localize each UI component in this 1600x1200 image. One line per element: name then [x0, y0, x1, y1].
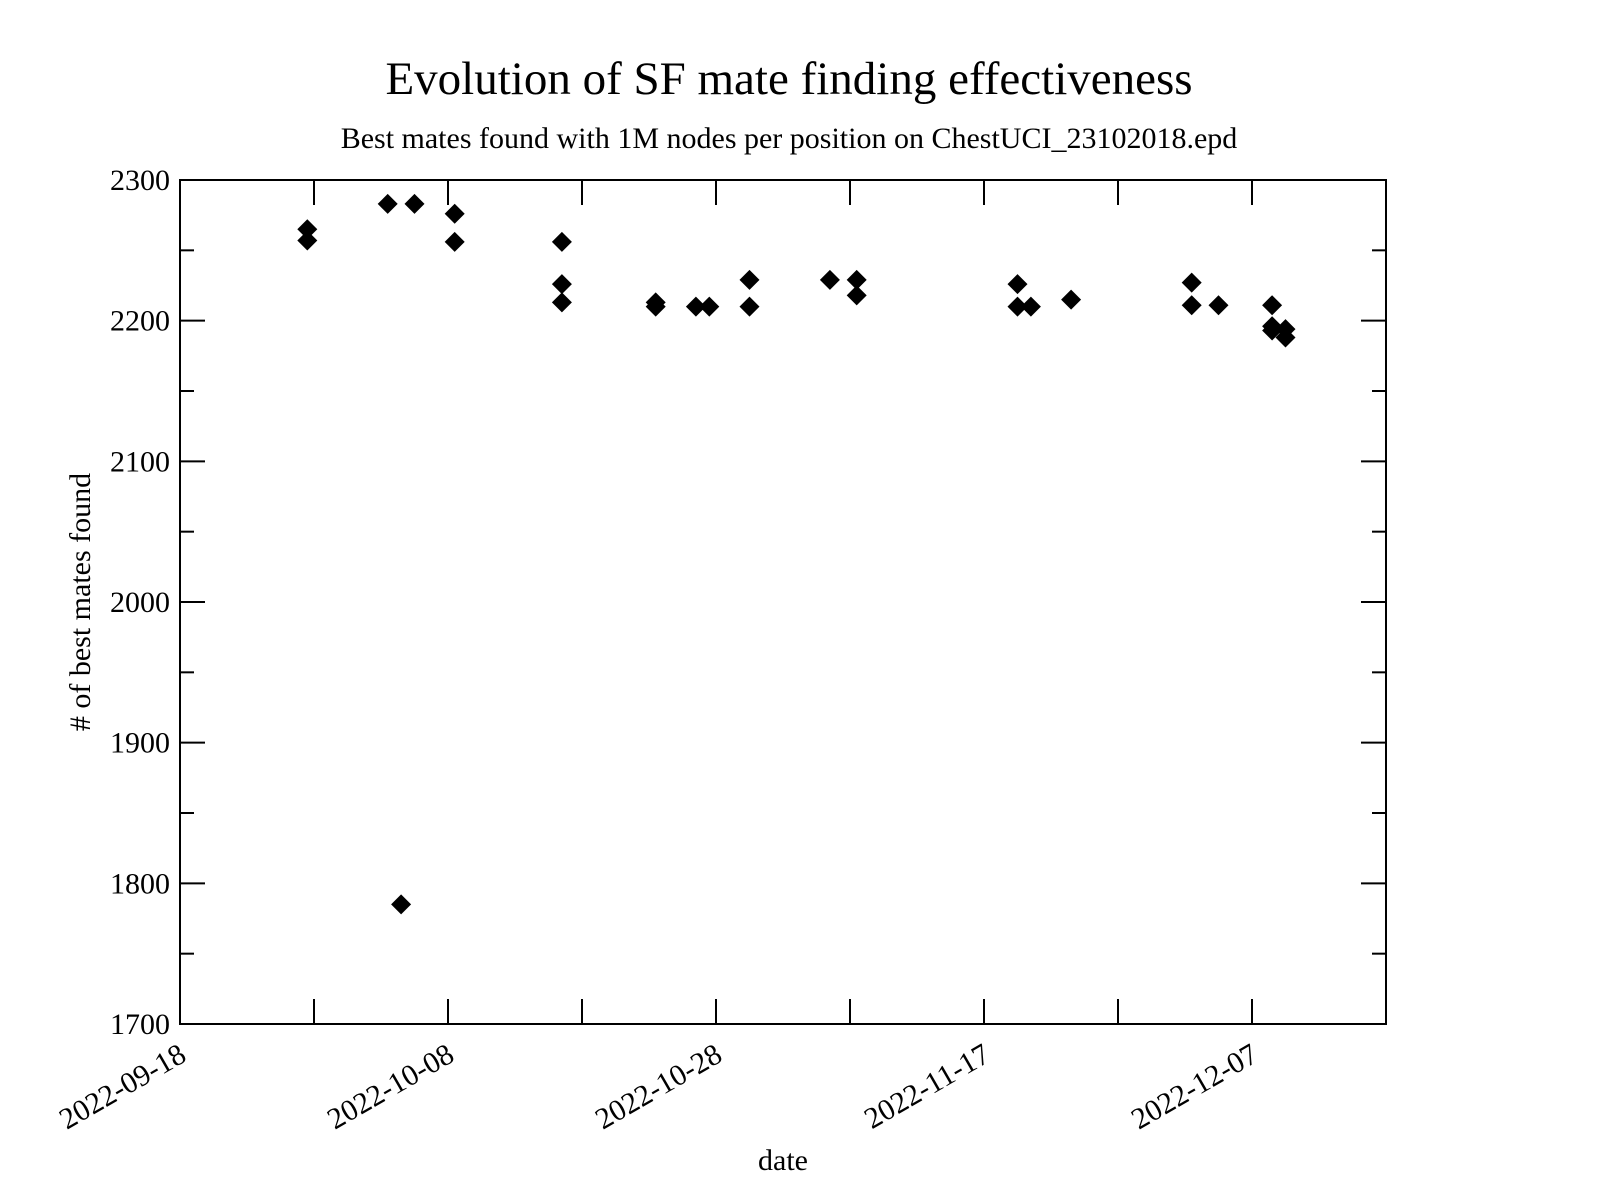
data-point [1275, 327, 1296, 348]
data-point [846, 285, 867, 306]
y-tick-label: 1900 [110, 727, 170, 760]
x-tick-label: 2022-10-08 [322, 1037, 460, 1136]
data-point [551, 231, 572, 252]
data-point [551, 274, 572, 295]
data-point [685, 296, 706, 317]
data-points [297, 193, 1296, 915]
x-tick-label: 2022-12-07 [1126, 1037, 1264, 1136]
data-point [444, 231, 465, 252]
data-point [1020, 296, 1041, 317]
chart-subtitle: Best mates found with 1M nodes per posit… [340, 122, 1238, 155]
data-point [297, 219, 318, 240]
data-point [1007, 274, 1028, 295]
axis-ticks [179, 179, 1386, 1025]
x-tick-label: 2022-10-28 [590, 1037, 728, 1136]
data-point [739, 269, 760, 290]
data-point [391, 894, 412, 915]
y-tick-label: 1700 [110, 1008, 170, 1041]
x-axis-label: date [758, 1144, 808, 1177]
y-tick-label: 2100 [110, 445, 170, 478]
x-tick-label: 2022-11-17 [859, 1037, 996, 1135]
data-point [297, 230, 318, 251]
data-point [699, 296, 720, 317]
data-point [444, 203, 465, 224]
data-point [1262, 295, 1283, 316]
x-tick-label: 2022-09-18 [54, 1037, 192, 1136]
data-point [377, 193, 398, 214]
x-tick-labels: 2022-09-18 2022-10-08 2022-10-28 2022-11-17… [54, 1037, 1264, 1136]
y-tick-label: 2200 [110, 305, 170, 338]
data-point [1208, 295, 1229, 316]
data-point [645, 296, 666, 317]
y-tick-labels: 1700 1800 1900 2000 2100 2200 2300 [110, 164, 170, 1041]
plot-frame [179, 179, 1387, 1025]
y-axis-label: # of best mates found [64, 473, 97, 731]
chart-title: Evolution of SF mate finding effectivene… [385, 53, 1193, 105]
data-point [819, 269, 840, 290]
data-point [739, 296, 760, 317]
y-tick-label: 1800 [110, 867, 170, 900]
y-tick-label: 2000 [110, 586, 170, 619]
y-tick-label: 2300 [110, 164, 170, 197]
data-point [846, 269, 867, 290]
data-point [1061, 289, 1082, 310]
data-point [1262, 320, 1283, 341]
data-point [551, 292, 572, 313]
data-point [1181, 272, 1202, 293]
data-point [1007, 296, 1028, 317]
data-point [404, 193, 425, 214]
data-point [1181, 295, 1202, 316]
